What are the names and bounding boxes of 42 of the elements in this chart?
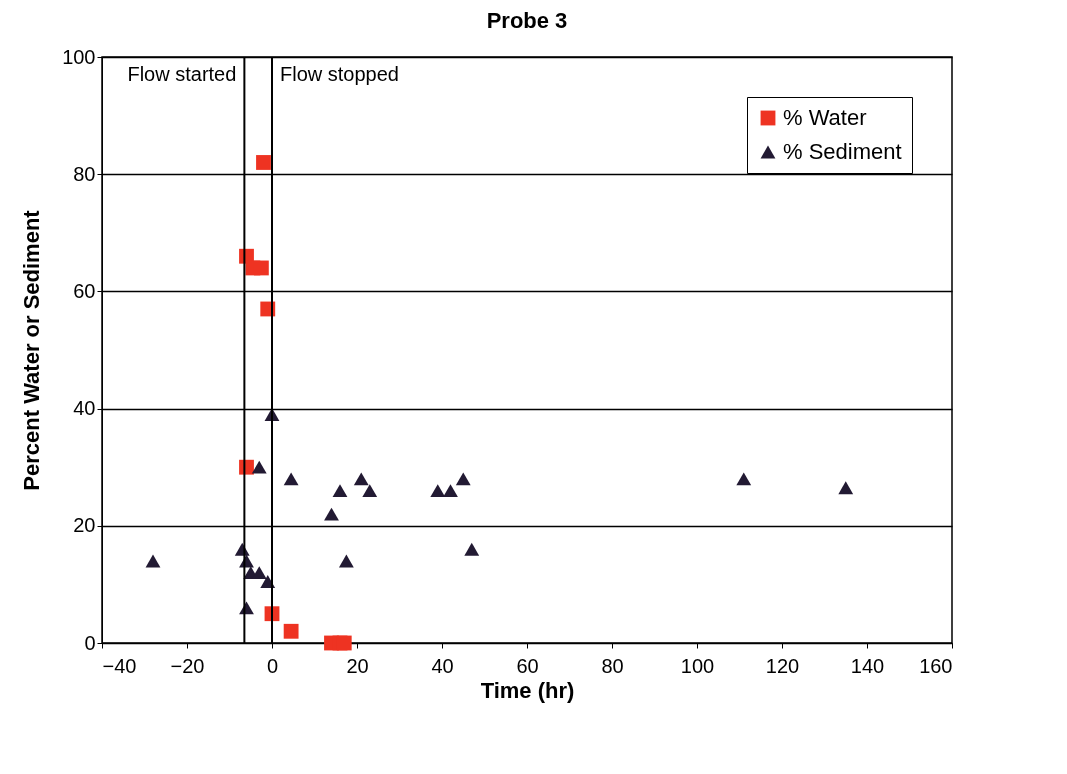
point [283,472,299,486]
x-tick-label: −40 [102,654,137,677]
legend-label: % Sediment [783,139,902,164]
point [455,472,471,486]
point [353,472,369,486]
y-tick-label: 60 [73,279,96,302]
point [253,260,269,276]
legend-label: % Water [783,105,867,130]
ref-line-label: Flow stopped [280,63,399,85]
y-tick-label: 20 [73,514,96,537]
chart-title: Probe 3 [486,8,568,33]
point [464,542,480,556]
x-tick-label: 100 [680,654,715,677]
ref-line-label: Flow started [127,63,237,85]
y-tick-label: 80 [73,162,96,185]
point [338,554,354,568]
y-tick-label: 0 [84,631,96,654]
point [336,635,352,651]
x-tick-label: 40 [431,654,454,677]
point [283,623,299,639]
point [838,481,854,495]
y-axis-title: Percent Water or Sediment [19,209,45,491]
point [430,484,446,498]
x-tick-label: 160 [919,654,953,677]
y-tick-label: 40 [73,397,96,420]
x-tick-label: 0 [266,654,279,677]
x-tick-label: 60 [516,654,539,677]
point [251,460,267,474]
x-tick-label: 80 [601,654,624,677]
x-tick-label: 120 [765,654,800,677]
y-tick-label: 100 [62,45,96,68]
x-tick-label: −20 [170,654,205,677]
x-tick-label: 140 [850,654,885,677]
point [145,554,161,568]
point [736,472,752,486]
point [362,484,378,498]
point [443,484,458,498]
point [332,484,348,498]
x-axis-title: Time (hr) [480,677,575,703]
x-tick-label: 20 [346,654,369,677]
point [324,507,339,521]
point [256,155,271,170]
